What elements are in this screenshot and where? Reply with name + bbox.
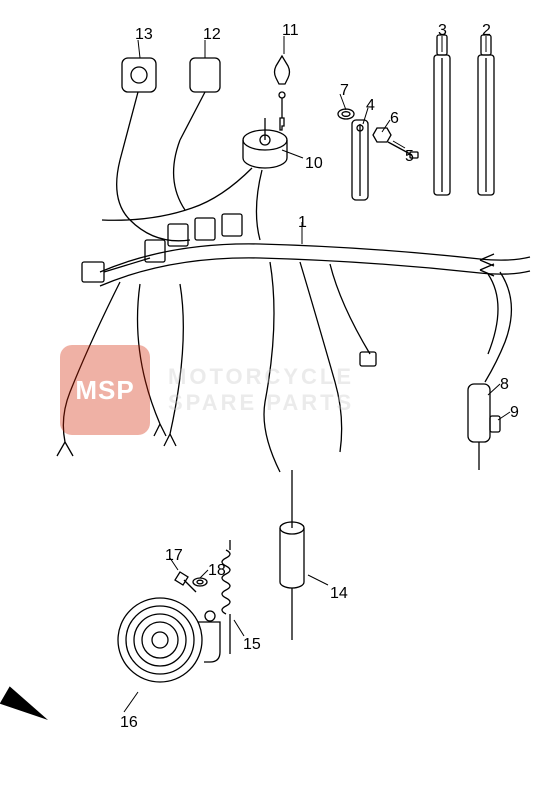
callout-14: 14 (330, 585, 348, 603)
line-drawing (0, 0, 553, 800)
callout-15: 15 (243, 636, 261, 654)
parts-diagram-container: MSP MOTORCYCLE SPARE PARTS 1234567891011… (0, 0, 553, 800)
callout-18: 18 (208, 562, 226, 580)
callout-10: 10 (305, 155, 323, 173)
direction-arrow (0, 686, 53, 728)
callout-3: 3 (438, 22, 447, 40)
callout-4: 4 (366, 97, 375, 115)
callout-1: 1 (298, 214, 307, 232)
callout-16: 16 (120, 714, 138, 732)
callout-11: 11 (282, 22, 299, 40)
callout-5: 5 (405, 148, 414, 166)
callout-17: 17 (165, 547, 183, 565)
callout-8: 8 (500, 376, 509, 394)
callout-6: 6 (390, 110, 399, 128)
callout-9: 9 (510, 404, 519, 422)
callout-13: 13 (135, 26, 153, 44)
callout-2: 2 (482, 22, 491, 40)
callout-12: 12 (203, 26, 221, 44)
callout-7: 7 (340, 82, 349, 100)
